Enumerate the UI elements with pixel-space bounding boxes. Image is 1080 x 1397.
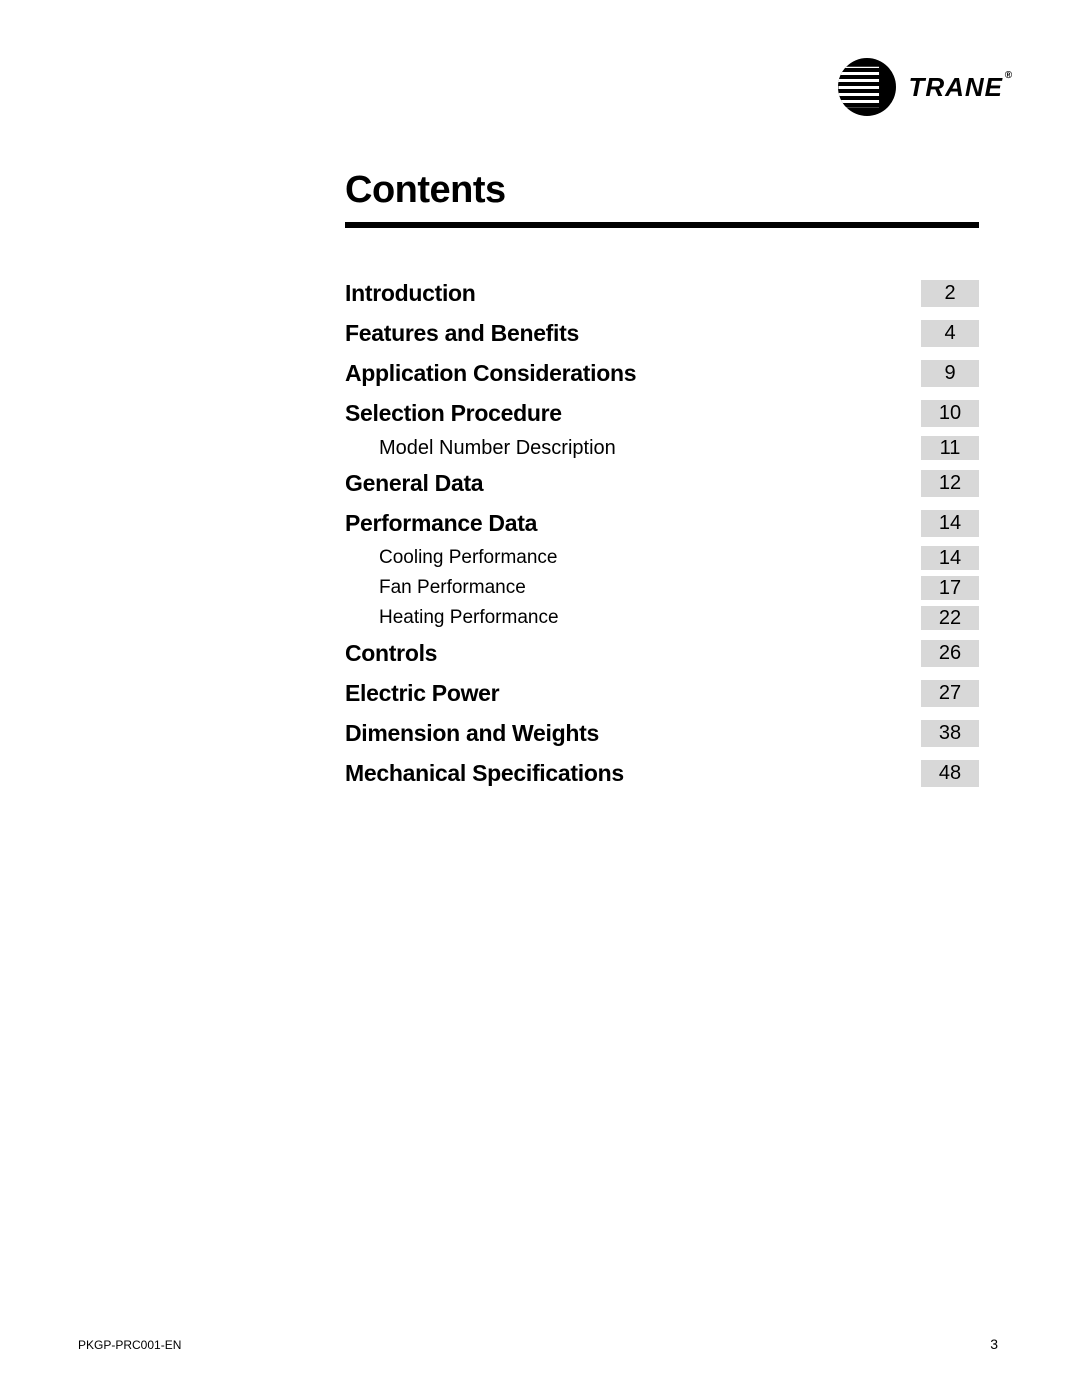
- toc-label: Dimension and Weights: [345, 720, 599, 747]
- toc-label: Model Number Description: [345, 437, 616, 460]
- toc-label: Performance Data: [345, 510, 537, 537]
- toc-page: 26: [921, 640, 979, 667]
- toc-label: Features and Benefits: [345, 320, 579, 347]
- toc-row: Heating Performance 22: [345, 603, 979, 633]
- toc-label: Introduction: [345, 280, 476, 307]
- toc-row: Selection Procedure 10: [345, 393, 979, 433]
- document-page: TRANE® Contents Introduction 2 Features …: [0, 0, 1080, 1397]
- toc-label: Controls: [345, 640, 437, 667]
- brand-logo-icon: [838, 58, 896, 116]
- toc-page: 4: [921, 320, 979, 347]
- toc-page: 14: [921, 510, 979, 537]
- toc-page: 9: [921, 360, 979, 387]
- toc-page: 48: [921, 760, 979, 787]
- toc-row: Features and Benefits 4: [345, 313, 979, 353]
- toc-label: Selection Procedure: [345, 400, 562, 427]
- toc-row: Fan Performance 17: [345, 573, 979, 603]
- title-rule: [345, 222, 979, 228]
- toc-sub-block: Cooling Performance 14 Fan Performance 1…: [345, 543, 979, 633]
- toc-row: Dimension and Weights 38: [345, 713, 979, 753]
- toc-page: 10: [921, 400, 979, 427]
- registered-mark: ®: [1005, 70, 1013, 81]
- toc-page: 12: [921, 470, 979, 497]
- toc-row: Performance Data 14: [345, 503, 979, 543]
- toc-row: General Data 12: [345, 463, 979, 503]
- toc-page: 22: [921, 606, 979, 630]
- toc-label: Application Considerations: [345, 360, 636, 387]
- toc-row: Model Number Description 11: [345, 433, 979, 463]
- toc-label: Cooling Performance: [345, 547, 557, 569]
- toc-label: Electric Power: [345, 680, 499, 707]
- toc-page: 38: [921, 720, 979, 747]
- footer-page-number: 3: [990, 1336, 998, 1352]
- toc-row: Introduction 2: [345, 273, 979, 313]
- toc-label: Heating Performance: [345, 607, 559, 629]
- page-title: Contents: [345, 169, 506, 212]
- toc-page: 17: [921, 576, 979, 600]
- toc-page: 14: [921, 546, 979, 570]
- toc-page: 2: [921, 280, 979, 307]
- toc-row: Mechanical Specifications 48: [345, 753, 979, 793]
- toc-page: 27: [921, 680, 979, 707]
- toc-label: General Data: [345, 470, 483, 497]
- toc-row: Controls 26: [345, 633, 979, 673]
- brand-name: TRANE®: [908, 72, 1003, 103]
- toc-row: Electric Power 27: [345, 673, 979, 713]
- toc-label: Fan Performance: [345, 577, 526, 599]
- brand-name-text: TRANE: [908, 72, 1003, 102]
- brand-logo-area: TRANE®: [838, 58, 1003, 116]
- table-of-contents: Introduction 2 Features and Benefits 4 A…: [345, 273, 979, 793]
- toc-label: Mechanical Specifications: [345, 760, 624, 787]
- toc-page: 11: [921, 436, 979, 460]
- footer-doc-code: PKGP-PRC001-EN: [78, 1338, 181, 1352]
- toc-row: Cooling Performance 14: [345, 543, 979, 573]
- toc-sub-block: Model Number Description 11: [345, 433, 979, 463]
- toc-row: Application Considerations 9: [345, 353, 979, 393]
